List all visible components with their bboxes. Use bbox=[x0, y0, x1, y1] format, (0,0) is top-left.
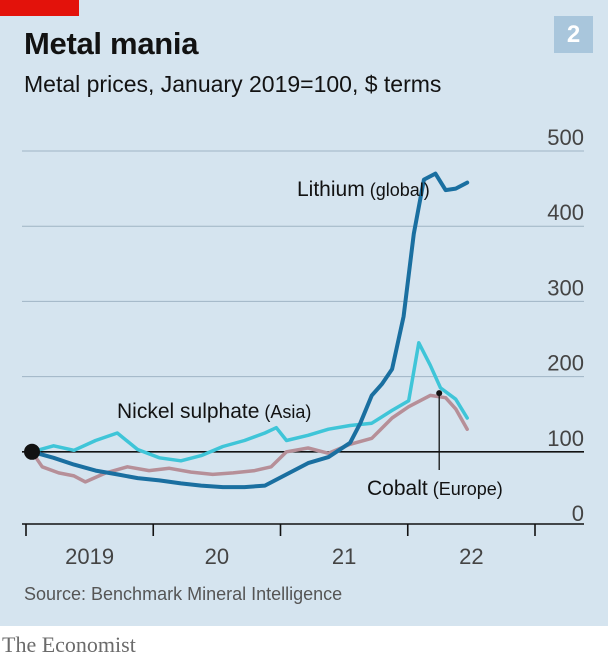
line-chart: 500 400 300 200 100 0 2019 20 21 22 Lithium (glob… bbox=[22, 125, 584, 569]
y-tick-label-300: 300 bbox=[547, 275, 584, 300]
cobalt-line bbox=[30, 393, 469, 484]
y-axis-ticks: 500 400 300 200 100 0 bbox=[547, 125, 584, 526]
chart-subtitle: Metal prices, January 2019=100, $ terms bbox=[24, 71, 442, 97]
lithium-label-qualifier: (global) bbox=[370, 180, 430, 200]
chart-panel bbox=[0, 0, 608, 626]
series-lines bbox=[24, 171, 470, 490]
nickel-label: Nickel sulphate (Asia) bbox=[117, 400, 311, 423]
series-labels: Lithium (global) Nickel sulphate (Asia) Co… bbox=[117, 178, 503, 500]
nickel-sulphate-line bbox=[30, 341, 469, 463]
x-tick-label-2019: 2019 bbox=[65, 544, 114, 569]
chart-title: Metal mania bbox=[24, 26, 199, 61]
lithium-label: Lithium (global) bbox=[297, 178, 430, 201]
brand-red-tag bbox=[0, 0, 79, 16]
x-axis: 2019 20 21 22 bbox=[22, 523, 584, 569]
y-tick-label-400: 400 bbox=[547, 200, 584, 225]
nickel-label-name: Nickel sulphate bbox=[117, 400, 259, 423]
chart-number-badge: 2 bbox=[554, 16, 593, 53]
start-dot bbox=[24, 443, 40, 460]
x-tick-label-21: 21 bbox=[332, 544, 356, 569]
gridlines bbox=[22, 150, 584, 453]
publisher-brand: The Economist bbox=[2, 632, 136, 657]
y-tick-label-200: 200 bbox=[547, 351, 584, 376]
cobalt-label-qualifier: (Europe) bbox=[433, 479, 503, 499]
source-note: Source: Benchmark Mineral Intelligence bbox=[24, 584, 343, 604]
nickel-label-qualifier: (Asia) bbox=[264, 402, 311, 422]
lithium-line bbox=[30, 171, 470, 490]
y-tick-label-500: 500 bbox=[547, 125, 584, 150]
cobalt-label: Cobalt (Europe) bbox=[367, 477, 503, 500]
x-tick-label-20: 20 bbox=[205, 544, 229, 569]
cobalt-label-name: Cobalt bbox=[367, 477, 428, 500]
x-tick-label-22: 22 bbox=[459, 544, 483, 569]
y-tick-label-100: 100 bbox=[547, 426, 584, 451]
lithium-label-name: Lithium bbox=[297, 178, 365, 201]
y-tick-label-0: 0 bbox=[572, 501, 584, 526]
